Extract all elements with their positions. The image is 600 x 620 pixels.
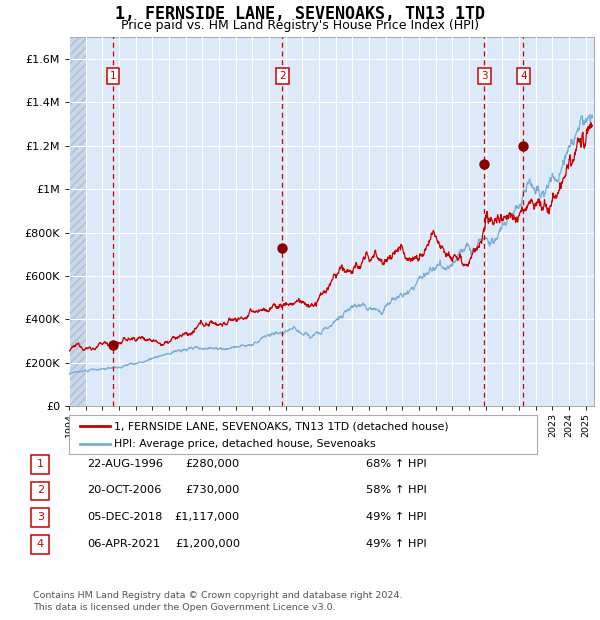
Text: 2: 2	[279, 71, 286, 81]
Text: 22-AUG-1996: 22-AUG-1996	[87, 459, 163, 469]
Text: 49% ↑ HPI: 49% ↑ HPI	[366, 512, 427, 522]
Text: 58% ↑ HPI: 58% ↑ HPI	[366, 485, 427, 495]
Text: 05-DEC-2018: 05-DEC-2018	[87, 512, 163, 522]
Text: £730,000: £730,000	[185, 485, 240, 495]
Text: 2: 2	[37, 485, 44, 495]
Text: Price paid vs. HM Land Registry's House Price Index (HPI): Price paid vs. HM Land Registry's House …	[121, 19, 479, 32]
Text: 1: 1	[110, 71, 116, 81]
Text: 68% ↑ HPI: 68% ↑ HPI	[366, 459, 427, 469]
Text: £1,200,000: £1,200,000	[175, 539, 240, 549]
Text: 1, FERNSIDE LANE, SEVENOAKS, TN13 1TD: 1, FERNSIDE LANE, SEVENOAKS, TN13 1TD	[115, 5, 485, 23]
Text: 3: 3	[37, 512, 44, 522]
Text: 06-APR-2021: 06-APR-2021	[87, 539, 160, 549]
Text: This data is licensed under the Open Government Licence v3.0.: This data is licensed under the Open Gov…	[33, 603, 335, 612]
Bar	[69, 37, 86, 406]
Text: HPI: Average price, detached house, Sevenoaks: HPI: Average price, detached house, Seve…	[114, 439, 376, 449]
Text: 49% ↑ HPI: 49% ↑ HPI	[366, 539, 427, 549]
Text: 3: 3	[481, 71, 488, 81]
Text: 20-OCT-2006: 20-OCT-2006	[87, 485, 161, 495]
Bar	[69, 37, 86, 406]
Text: 4: 4	[520, 71, 527, 81]
Text: 4: 4	[37, 539, 44, 549]
Text: £1,117,000: £1,117,000	[175, 512, 240, 522]
Text: Contains HM Land Registry data © Crown copyright and database right 2024.: Contains HM Land Registry data © Crown c…	[33, 590, 403, 600]
Text: 1: 1	[37, 459, 44, 469]
Text: 1, FERNSIDE LANE, SEVENOAKS, TN13 1TD (detached house): 1, FERNSIDE LANE, SEVENOAKS, TN13 1TD (d…	[114, 422, 449, 432]
Text: £280,000: £280,000	[186, 459, 240, 469]
